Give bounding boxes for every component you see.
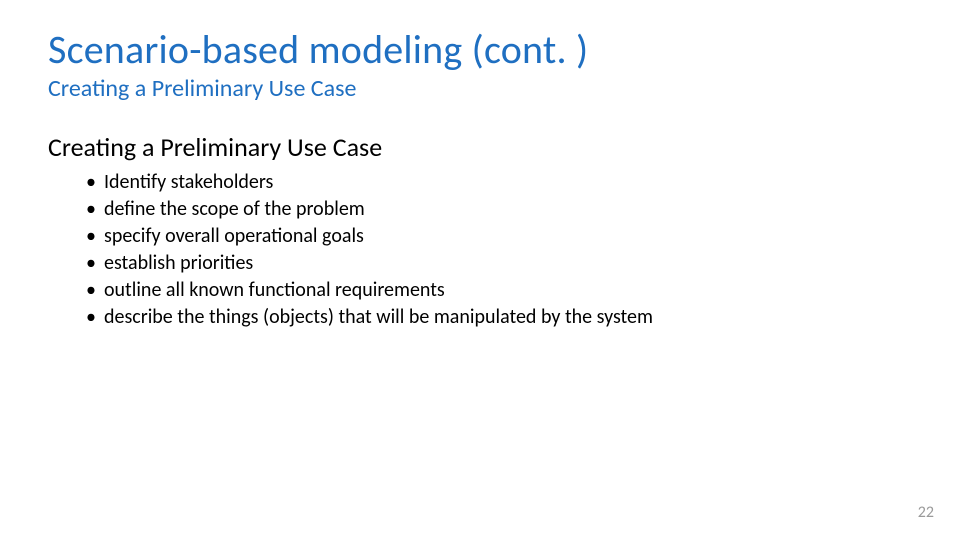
page-number: 22 bbox=[918, 503, 934, 522]
list-item: establish priorities bbox=[104, 250, 912, 277]
slide: Scenario-based modeling (cont. ) Creatin… bbox=[0, 0, 960, 540]
list-item: define the scope of the problem bbox=[104, 196, 912, 223]
bullet-list: Identify stakeholders define the scope o… bbox=[48, 169, 912, 331]
list-item: outline all known functional requirement… bbox=[104, 277, 912, 304]
list-item: Identify stakeholders bbox=[104, 169, 912, 196]
slide-subtitle: Creating a Preliminary Use Case bbox=[48, 74, 912, 103]
list-item: describe the things (objects) that will … bbox=[104, 304, 912, 331]
list-item: specify overall operational goals bbox=[104, 223, 912, 250]
section-heading: Creating a Preliminary Use Case bbox=[48, 131, 912, 163]
slide-title: Scenario-based modeling (cont. ) bbox=[48, 28, 912, 72]
